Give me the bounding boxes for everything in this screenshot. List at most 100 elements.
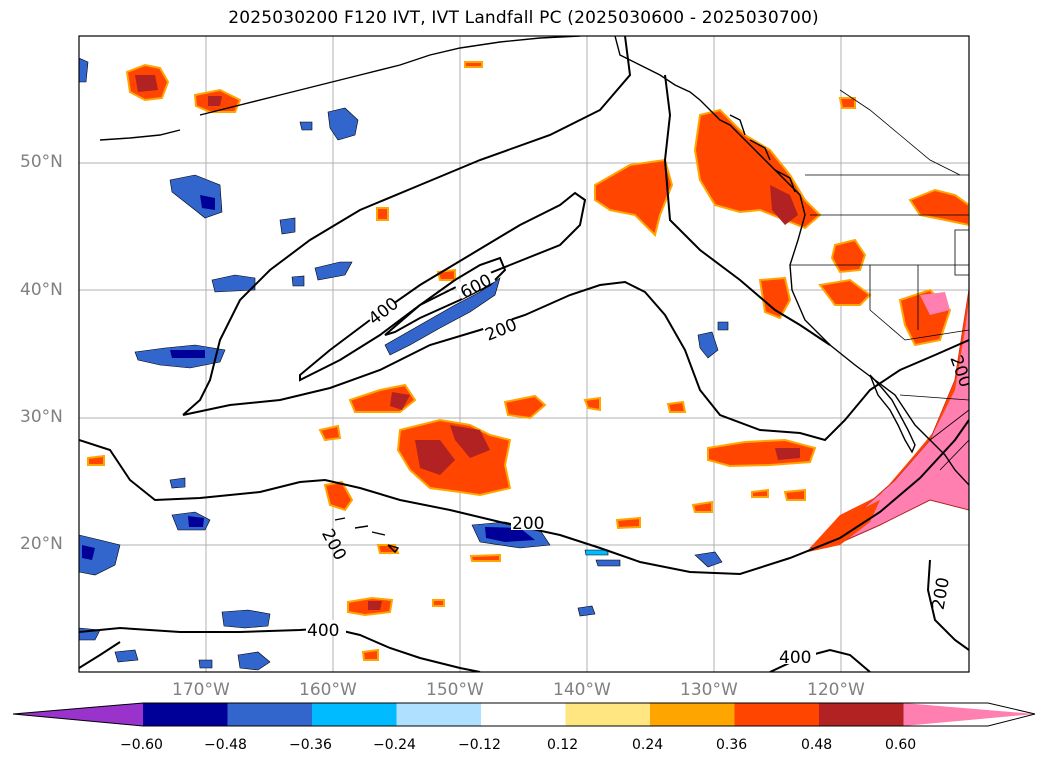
colorbar-tick: −0.12 (458, 737, 501, 753)
nc-small-1 (717, 321, 729, 331)
nc-west-4 (314, 261, 353, 281)
nc-small-3 (584, 549, 609, 556)
colorbar-outline (12, 702, 1036, 727)
colorbar-tick: −0.24 (373, 737, 416, 753)
alaska-coast (839, 89, 961, 176)
mexico-border (899, 394, 969, 401)
colorbar-tick: 0.48 (801, 737, 833, 753)
pc-interior-2 (830, 238, 867, 274)
lon-label-170w: 170°W (172, 680, 230, 700)
nc-sw-2-inner (82, 545, 95, 560)
north-america-coast (614, 36, 969, 486)
lon-label-130w: 130°W (680, 680, 738, 700)
nc-west-3 (211, 274, 256, 293)
nc-east-3 (577, 605, 596, 617)
colorbar-tick: −0.36 (289, 737, 332, 753)
contour-label: 200 (512, 514, 544, 534)
lat-label-50n: 50°N (20, 152, 63, 172)
pc-interior-1 (908, 188, 969, 227)
contour-label: 200 (945, 353, 975, 390)
colorbar-cell (227, 703, 313, 726)
pc-offshore-nw (594, 158, 674, 237)
contour-label: 200 (929, 576, 954, 611)
contour-label: 200 (482, 315, 520, 346)
nc-sw-4 (221, 609, 271, 629)
negative-pc-shading (79, 57, 729, 671)
pc-east-6 (751, 488, 769, 498)
nc-west-5 (327, 107, 359, 141)
nc-sw-1-inner (188, 516, 204, 527)
pc-central-inner (415, 440, 455, 475)
lat-label-30n: 30°N (20, 407, 63, 427)
lon-label-140w: 140°W (553, 680, 611, 700)
lon-label-160w: 160°W (299, 680, 357, 700)
colorbar-cells (13, 703, 1035, 726)
positive-pc-shading (87, 61, 969, 661)
pc-east-1-inner (775, 448, 800, 460)
state-border-5 (954, 229, 969, 276)
pc-nw-1-inner (135, 75, 158, 92)
pc-east-4 (691, 500, 713, 513)
aleutians-1 (99, 129, 181, 141)
colorbar-extend-min (13, 703, 143, 726)
nc-west-8 (299, 121, 313, 131)
ivt-contour-200-jet (182, 280, 969, 442)
coastlines (99, 36, 969, 554)
aleutians-2 (199, 36, 581, 116)
pc-east-7 (615, 516, 641, 530)
contour-label: 400 (779, 648, 811, 668)
colorbar-tick: −0.48 (204, 737, 247, 753)
colorbar-tick: 0.24 (632, 737, 664, 753)
ivt-contour-200-main (79, 419, 969, 576)
colorbar-cell (734, 703, 820, 726)
colorbar-cell (481, 703, 566, 726)
map-fields: 600 400 200 200 200 400 400 200 200 (79, 36, 975, 672)
ivt-contour-400-south (79, 626, 481, 672)
nc-west-edge-1 (79, 57, 89, 83)
pc-south-3 (432, 599, 445, 607)
pc-band-southern (808, 500, 880, 552)
pc-bc-inner (770, 185, 798, 225)
nc-east-4 (595, 559, 621, 567)
pc-small-c (464, 61, 483, 68)
pc-pink-band (809, 289, 969, 549)
colorbar-tick: 0.36 (716, 737, 748, 753)
nc-east-1 (697, 331, 719, 359)
lat-label-40n: 40°N (20, 280, 63, 300)
nc-small-4 (198, 659, 213, 669)
mexico-interior (929, 409, 969, 471)
pc-mid-2 (503, 394, 547, 420)
nc-ar-core (384, 277, 501, 356)
nc-small-2 (169, 477, 186, 489)
pc-interior-6 (818, 278, 872, 306)
colorbar-cell (312, 703, 397, 726)
map-title: 2025030200 F120 IVT, IVT Landfall PC (20… (228, 8, 819, 28)
pc-interior-5 (920, 292, 950, 315)
lat-label-20n: 20°N (20, 534, 63, 554)
lon-label-150w: 150°W (426, 680, 484, 700)
nc-sw-2 (79, 534, 121, 576)
bc-islands (729, 114, 796, 193)
nc-west-2-inner (200, 195, 215, 210)
baja-california (869, 374, 916, 454)
nc-sw-3-inner (485, 527, 535, 542)
ivt-contour-200-north (182, 36, 632, 416)
nc-west-7 (291, 275, 305, 287)
ivt-contour-400-sw (79, 641, 121, 669)
ivt-contours (79, 36, 969, 672)
nc-sw-5 (237, 651, 271, 671)
nc-east-2 (694, 551, 723, 568)
pc-interior-3 (758, 276, 792, 320)
pc-mid-3 (318, 424, 342, 442)
ivt-contour-200-ne (663, 74, 831, 346)
colorbar-tick: 0.12 (547, 737, 579, 753)
contour-labels: 600 400 200 200 200 400 400 200 200 (306, 267, 975, 668)
pc-south-4 (469, 553, 501, 562)
ivt-contour-400-jet (299, 191, 587, 382)
pc-nw-2-inner (208, 96, 222, 106)
state-border-3 (869, 265, 969, 341)
pc-small-d (838, 97, 856, 109)
pc-mid-1-inner (390, 392, 410, 410)
nc-west-1-inner (170, 350, 205, 358)
